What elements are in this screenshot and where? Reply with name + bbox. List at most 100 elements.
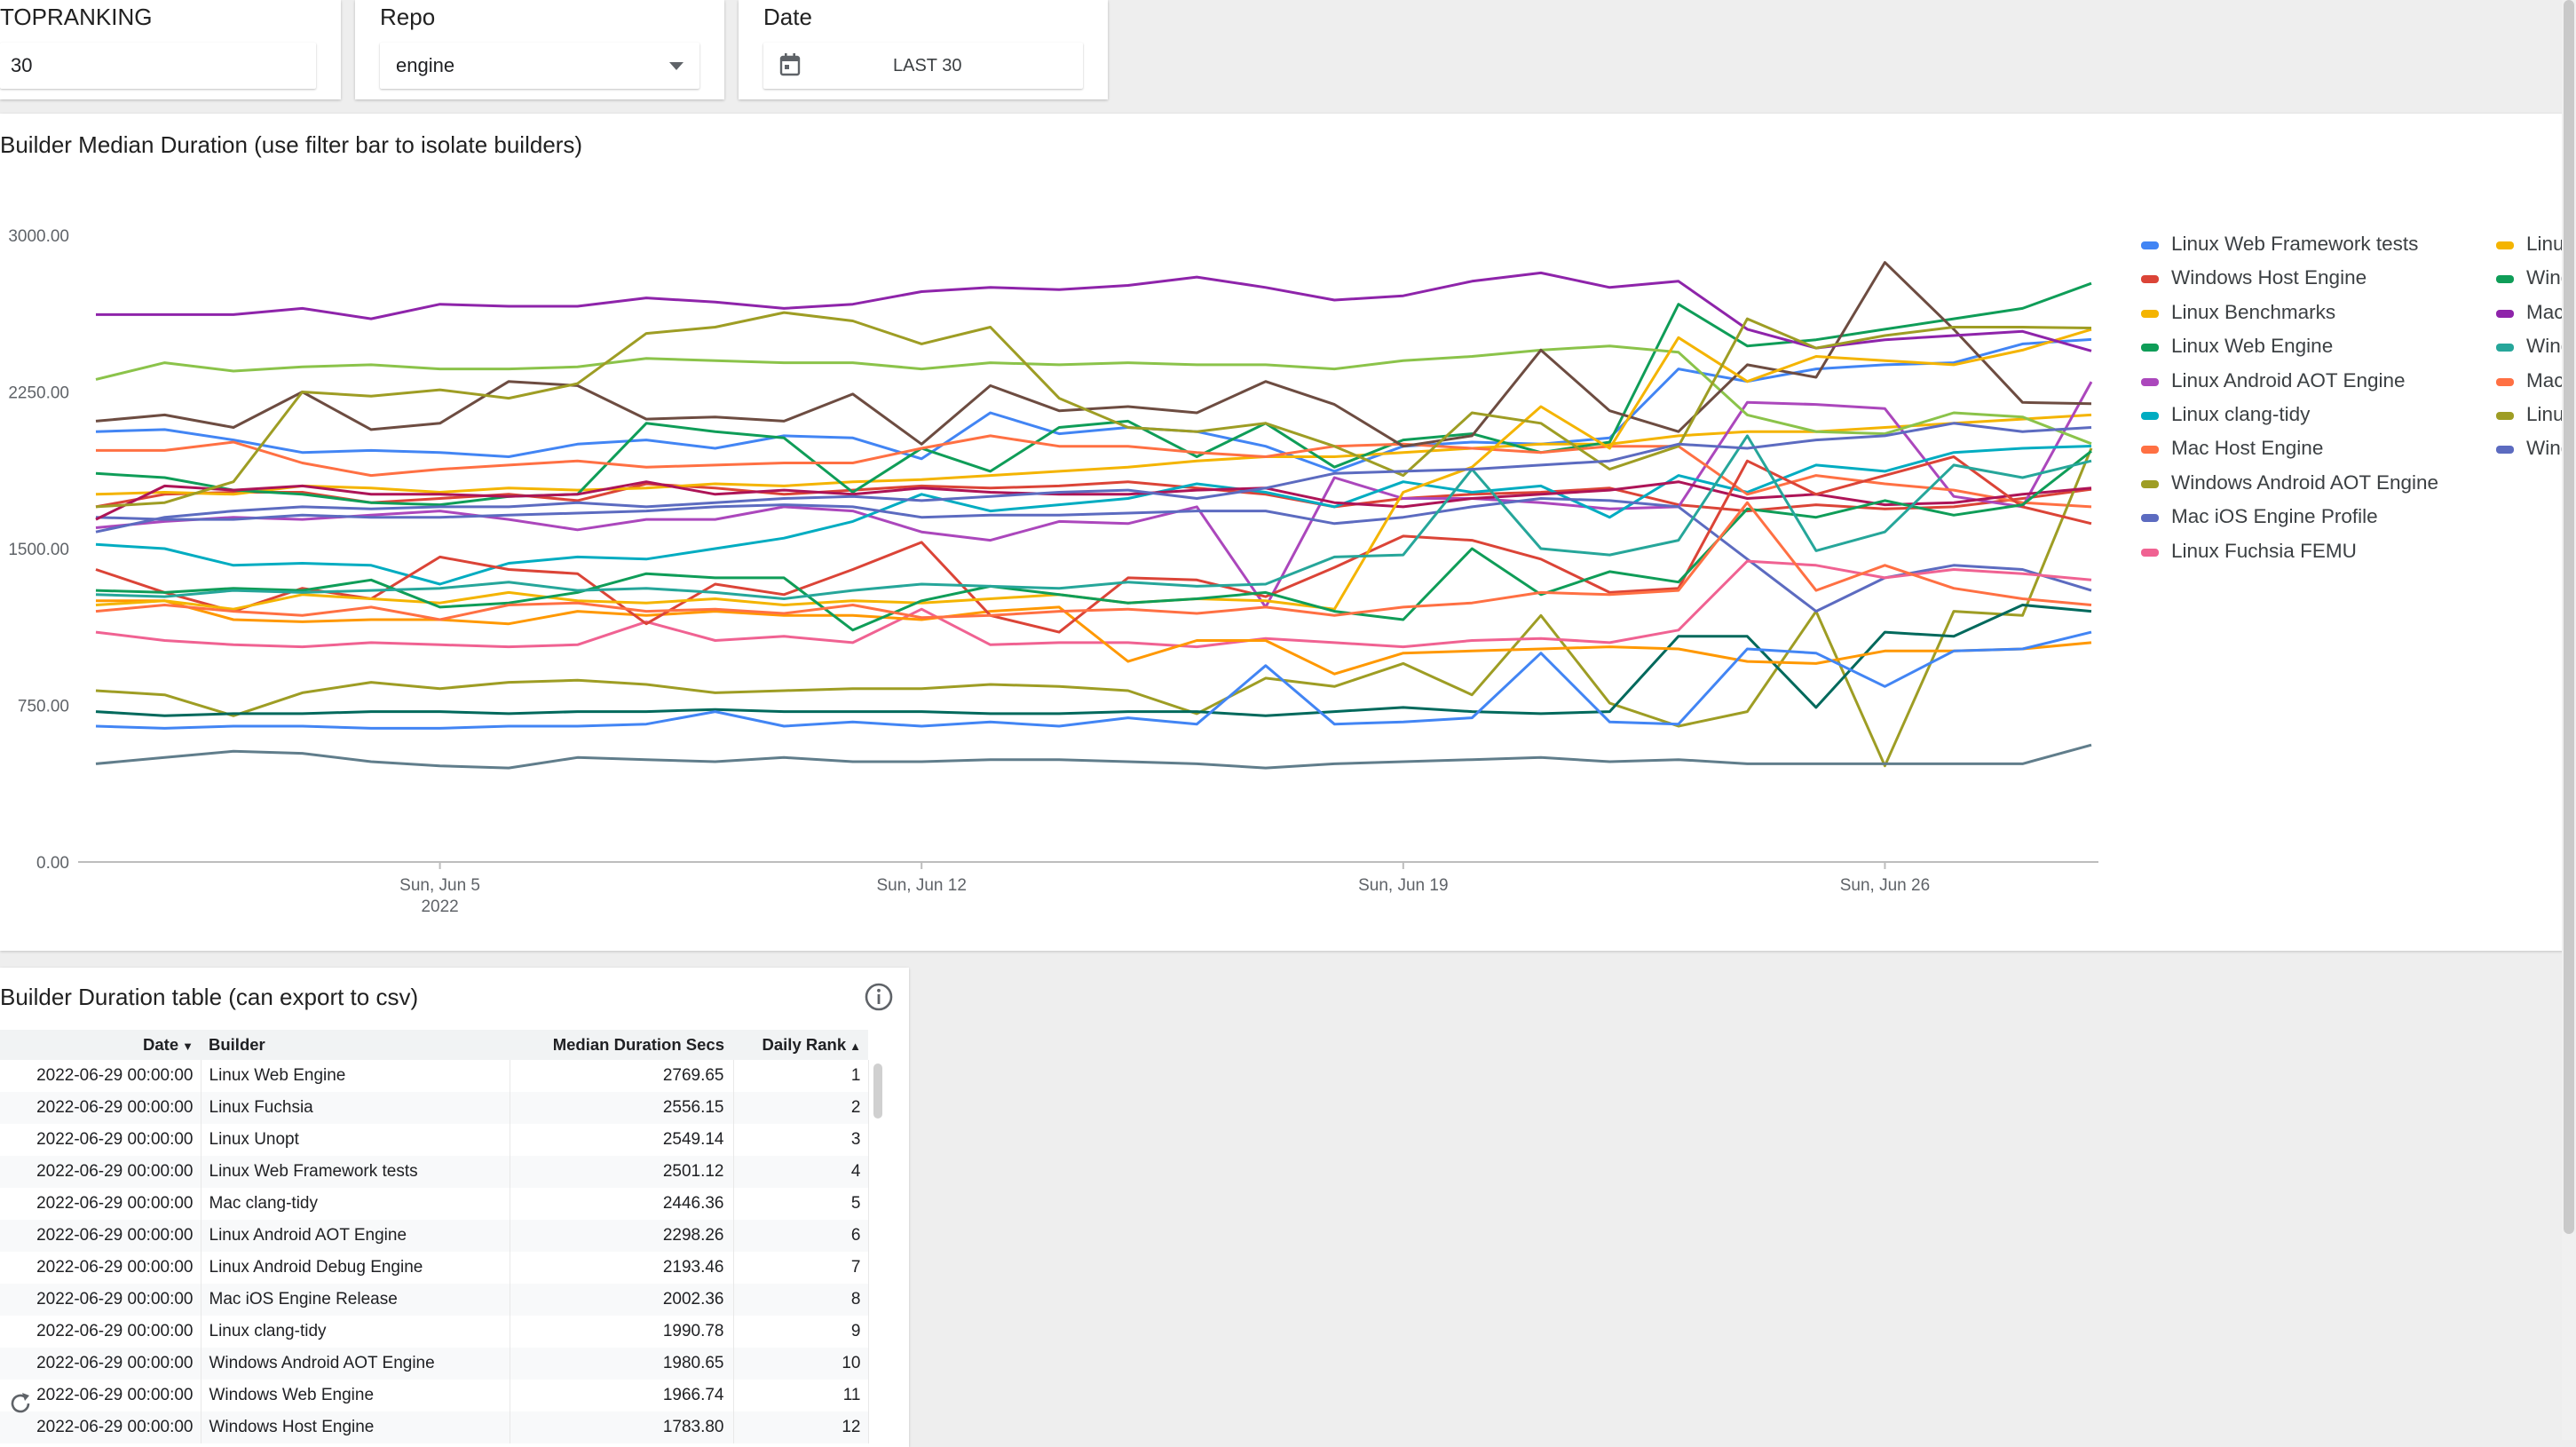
series-line[interactable] [96, 599, 2092, 676]
legend-label: Windows clang-tidy [2526, 335, 2565, 358]
table-row[interactable]: 2022-06-29 00:00:00 Windows Host Engine 17… [0, 1411, 869, 1443]
cell-date: 2022-06-29 00:00:00 [0, 1060, 201, 1092]
cell-date: 2022-06-29 00:00:00 [0, 1252, 201, 1284]
cell-rank: 4 [733, 1156, 869, 1188]
cell-date: 2022-06-29 00:00:00 [0, 1220, 201, 1252]
cell-duration: 2193.46 [510, 1252, 734, 1284]
series-line[interactable] [95, 434, 2092, 600]
topranking-input[interactable]: 30 [0, 43, 316, 89]
cell-date: 2022-06-29 00:00:00 [0, 1380, 201, 1411]
legend-swatch [2496, 275, 2514, 284]
x-tick-label: Sun, Jun 12 [876, 876, 966, 895]
table-row[interactable]: 2022-06-29 00:00:00 Linux Web Framework t… [0, 1156, 869, 1188]
series-line[interactable] [95, 281, 2092, 507]
legend-label: Linux Fuchsia [2526, 403, 2565, 425]
table-row[interactable]: 2022-06-29 00:00:00 Mac iOS Engine Releas… [0, 1284, 869, 1316]
cell-duration: 2501.12 [510, 1156, 734, 1188]
series-line[interactable] [95, 455, 2092, 634]
column-header-median-duration[interactable]: Median Duration Secs [510, 1030, 733, 1060]
legend-swatch [2496, 309, 2514, 318]
series-line[interactable] [95, 422, 2092, 534]
series-line[interactable] [95, 311, 2092, 509]
date-range-picker[interactable]: LAST 30 [763, 43, 1083, 89]
x-tick-label: Sun, Jun 19 [1358, 876, 1448, 895]
cell-date: 2022-06-29 00:00:00 [0, 1316, 201, 1348]
cell-rank: 8 [733, 1284, 869, 1316]
table-row[interactable]: 2022-06-29 00:00:00 Linux Android Debug E… [0, 1252, 869, 1284]
page-scrollbar-thumb[interactable] [2564, 0, 2574, 1234]
table-row[interactable]: 2022-06-29 00:00:00 Linux Unopt 2549.14 3 [0, 1124, 869, 1156]
chart-title: Builder Median Duration (use filter bar … [0, 131, 583, 158]
duration-table: Date ▼ Builder Median Duration Secs Daily… [0, 1030, 869, 1443]
legend-label: Mac clang-tidy [2526, 300, 2565, 323]
column-header-daily-rank[interactable]: Daily Rank ▲ [733, 1030, 868, 1060]
y-tick-label: 0.00 [36, 854, 69, 873]
series-line[interactable] [95, 413, 2092, 496]
cell-date: 2022-06-29 00:00:00 [0, 1348, 201, 1380]
legend-swatch [2496, 446, 2514, 455]
column-header-date[interactable]: Date ▼ [0, 1030, 201, 1060]
table-scrollbar-thumb[interactable] [873, 1064, 882, 1119]
cell-date: 2022-06-29 00:00:00 [0, 1411, 201, 1443]
table-row[interactable]: 2022-06-29 00:00:00 Windows Web Engine 196… [0, 1380, 869, 1411]
cell-rank: 9 [733, 1316, 869, 1348]
table-row[interactable]: 2022-06-29 00:00:00 Linux Web Engine 2769.… [0, 1060, 869, 1092]
series-line[interactable] [95, 559, 2092, 649]
series-line[interactable] [95, 501, 2092, 621]
series-line[interactable] [95, 381, 2093, 609]
series-line[interactable] [95, 344, 2092, 446]
table-row[interactable]: 2022-06-29 00:00:00 Mac clang-tidy 2446.36… [0, 1188, 869, 1220]
table-row[interactable]: 2022-06-29 00:00:00 Windows Android AOT E… [0, 1348, 869, 1380]
cell-duration: 1990.78 [510, 1316, 734, 1348]
series-line[interactable] [95, 450, 2092, 632]
legend-swatch [2496, 344, 2514, 352]
legend-swatch [2141, 446, 2159, 455]
line-chart[interactable]: 3000.00 2250.00 1500.00 750.00 0.00 Sun, Jun … [0, 114, 2130, 951]
cell-duration: 2769.65 [510, 1060, 734, 1092]
cell-rank: 1 [733, 1060, 869, 1092]
cell-builder: Mac clang-tidy [201, 1188, 510, 1220]
cell-duration: 1966.74 [510, 1380, 734, 1411]
repo-select[interactable]: engine [380, 43, 699, 89]
legend-swatch [2141, 344, 2159, 352]
column-header-builder[interactable]: Builder [201, 1030, 510, 1060]
table-row[interactable]: 2022-06-29 00:00:00 Linux clang-tidy 1990.… [0, 1316, 869, 1348]
cell-rank: 6 [733, 1220, 869, 1252]
series-line[interactable] [95, 447, 2093, 768]
legend-label: Mac Unopt [2526, 368, 2565, 391]
series-line[interactable] [95, 497, 2092, 613]
series-line[interactable] [96, 434, 2092, 509]
legend-label: Mac Host Engine [2171, 437, 2324, 460]
refresh-icon[interactable] [7, 1390, 34, 1417]
chart-legend: Linux Web Framework tests Windows Host En… [2137, 231, 2565, 568]
series-line[interactable] [95, 261, 2092, 448]
series-line[interactable] [95, 337, 2092, 473]
legend-label: Linux Web Framework tests [2171, 233, 2419, 255]
series-line[interactable] [95, 604, 2092, 717]
cell-builder: Windows Web Engine [201, 1380, 510, 1411]
x-tick-label: Sun, Jun 5 [399, 876, 480, 895]
table-row[interactable]: 2022-06-29 00:00:00 Linux Android AOT Eng… [0, 1220, 869, 1252]
cell-duration: 2549.14 [510, 1124, 734, 1156]
cell-duration: 2298.26 [510, 1220, 734, 1252]
table-row[interactable]: 2022-06-29 00:00:00 Linux Fuchsia 2556.15 2 [0, 1092, 869, 1124]
legend-label: Linux Benchmarks [2171, 300, 2336, 323]
legend-label: Linux Web Engine [2171, 335, 2334, 358]
date-filter: Date LAST 30 [739, 0, 1108, 99]
info-icon[interactable] [864, 982, 894, 1012]
cell-date: 2022-06-29 00:00:00 [0, 1156, 201, 1188]
sort-desc-icon: ▼ [182, 1040, 194, 1053]
series-line[interactable] [95, 743, 2092, 770]
series-line[interactable] [95, 480, 2092, 521]
series-line[interactable] [96, 271, 2092, 352]
legend-label: Windows Web Engine [2526, 266, 2565, 289]
y-tick-label: 1500.00 [8, 541, 69, 559]
cell-builder: Linux clang-tidy [201, 1316, 510, 1348]
series-line[interactable] [95, 630, 2092, 730]
cell-rank: 10 [733, 1348, 869, 1380]
cell-builder: Linux Fuchsia [201, 1092, 510, 1124]
series-line[interactable] [95, 445, 2092, 586]
cell-date: 2022-06-29 00:00:00 [0, 1188, 201, 1220]
cell-builder: Linux Unopt [201, 1124, 510, 1156]
cell-builder: Linux Android Debug Engine [201, 1252, 510, 1284]
